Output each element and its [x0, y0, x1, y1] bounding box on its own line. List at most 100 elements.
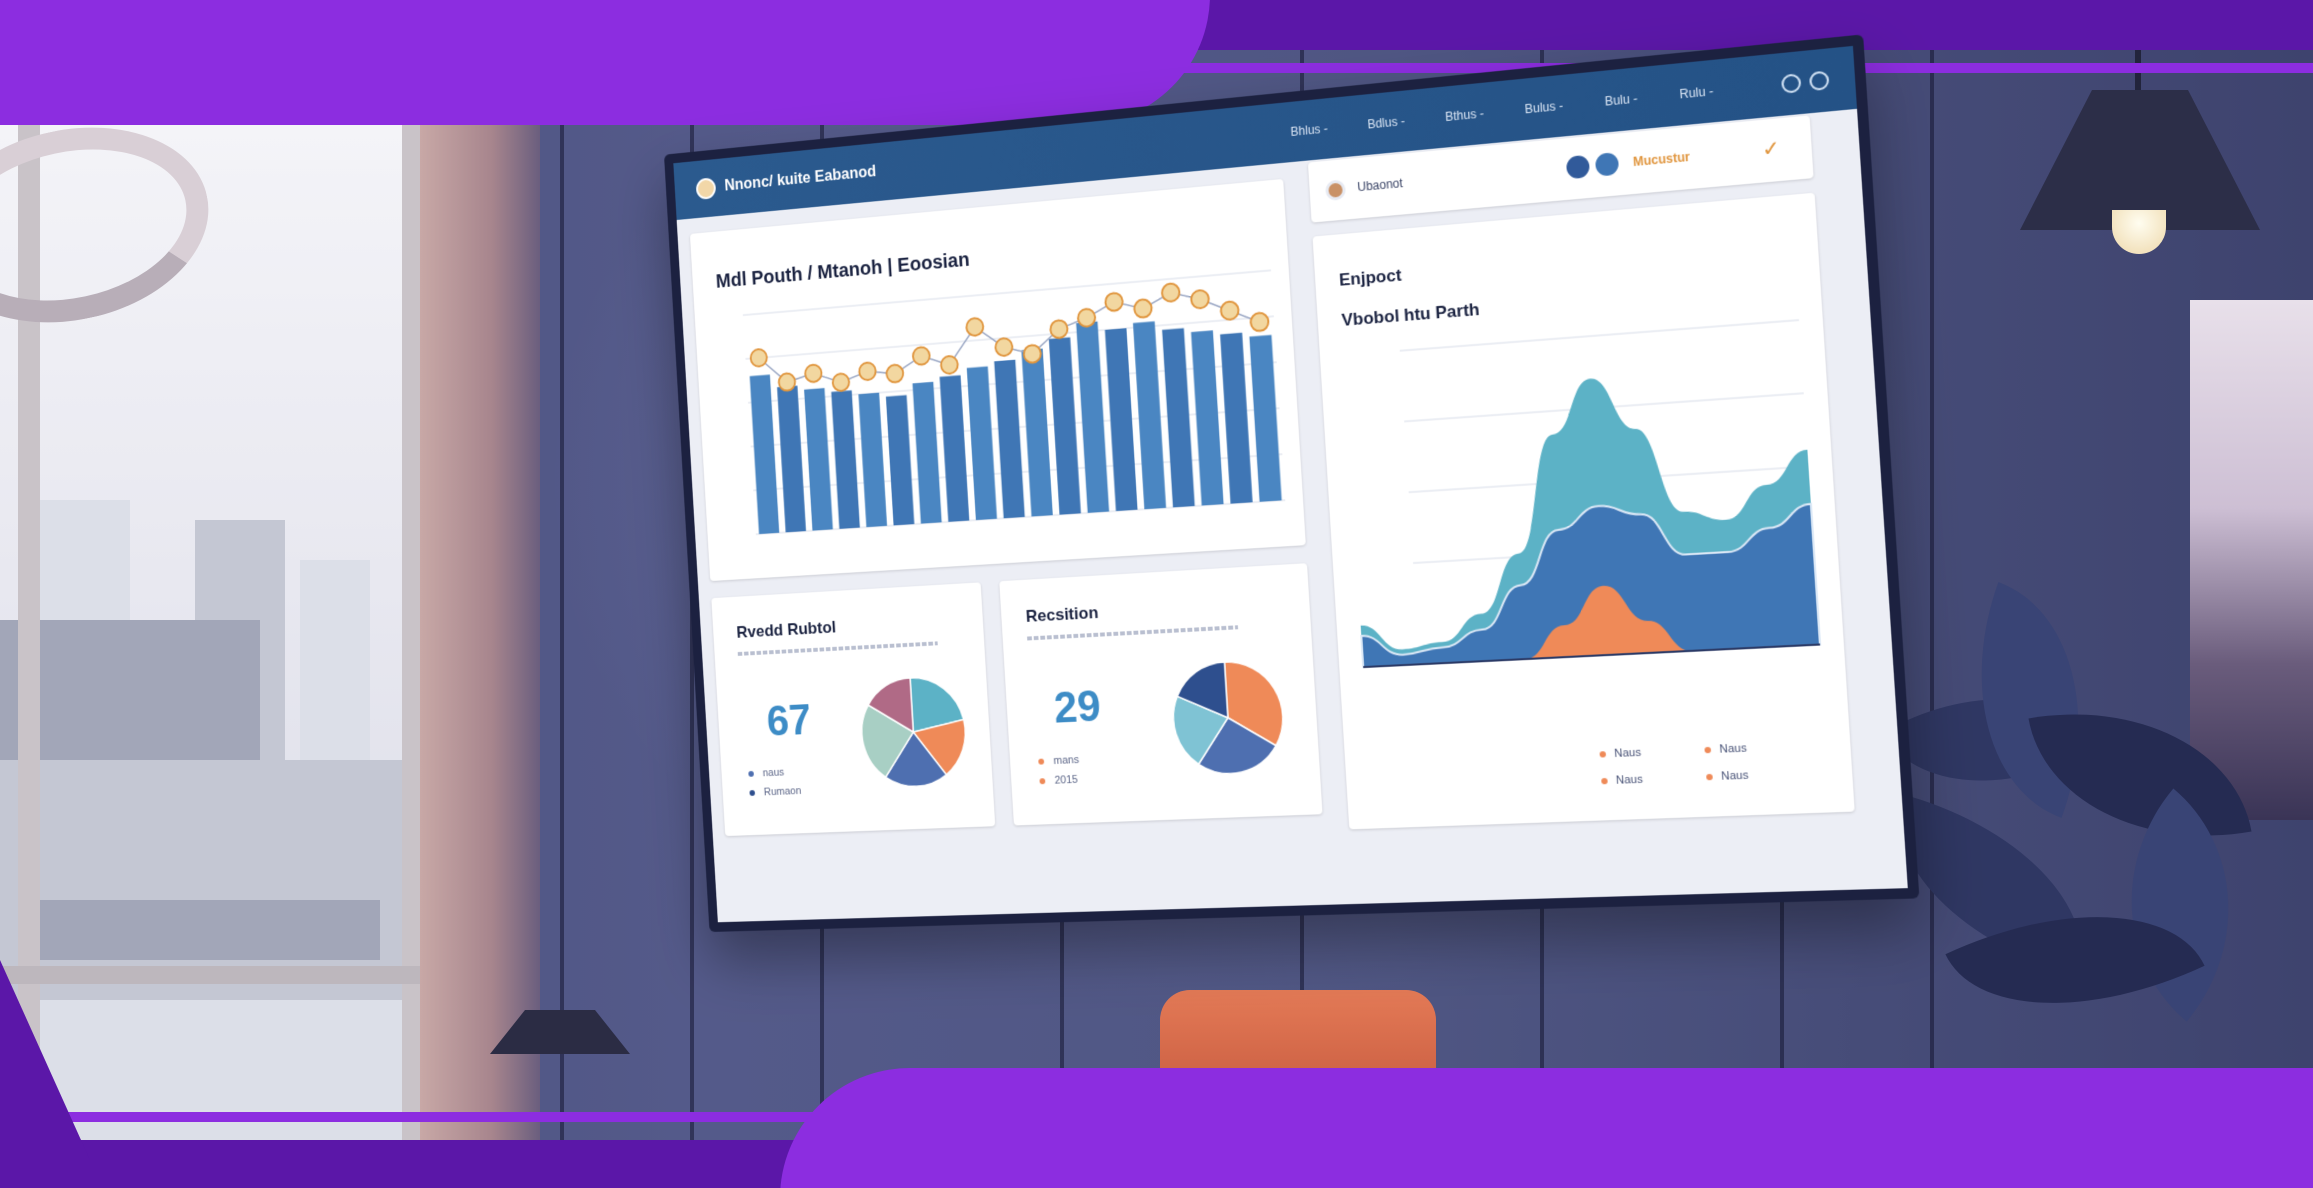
legend-dot: [1599, 751, 1606, 757]
bar: [1162, 328, 1195, 507]
legend-item: 2015: [1039, 774, 1078, 787]
stat-value: 29: [1053, 682, 1102, 733]
data-marker: [995, 338, 1013, 357]
data-marker: [886, 364, 904, 383]
check-icon[interactable]: ✓: [1761, 135, 1781, 163]
pie-chart: [855, 671, 972, 792]
bar: [967, 366, 997, 520]
legend-label: Rumaon: [764, 785, 802, 798]
grid-line: [1400, 320, 1799, 351]
legend-item: mans: [1038, 754, 1079, 767]
nav-item[interactable]: Bdlus -: [1367, 114, 1405, 132]
nav-item[interactable]: Bulu -: [1604, 91, 1638, 109]
bar: [1133, 321, 1166, 509]
data-marker: [778, 373, 795, 391]
pendant-lamp: [2020, 90, 2260, 230]
header-actions: [1781, 70, 1830, 93]
bar: [1105, 328, 1138, 511]
window-frame: [0, 966, 420, 984]
circle-icon[interactable]: [1595, 152, 1619, 177]
legend-dot: [1706, 774, 1713, 780]
legend-item: Naus: [1601, 773, 1643, 787]
data-marker: [1220, 301, 1239, 320]
area-chart: [1329, 298, 1835, 698]
bar: [912, 382, 941, 524]
wall-display: Nnonc/ kuite Eabanod Bhlus - Bdlus - Bth…: [664, 34, 1919, 932]
legend-item: Rumaon: [749, 785, 801, 799]
circle-icon[interactable]: [1566, 155, 1590, 180]
stat-title: Recsition: [1025, 603, 1099, 627]
legend-label: Naus: [1721, 769, 1749, 783]
circle-icon[interactable]: [1809, 70, 1830, 91]
bar-chart-card: Mdl Pouth / Mtanoh | Eoosian: [690, 179, 1306, 581]
curtain: [420, 120, 540, 1140]
nav-item[interactable]: Bhlus -: [1290, 121, 1328, 139]
area-chart-card: Enjpoct Vbobol htu Parth Naus Naus Naus …: [1313, 193, 1855, 830]
data-marker: [832, 373, 849, 392]
legend-item: Naus: [1704, 742, 1747, 756]
circle-icon[interactable]: [1781, 73, 1802, 94]
legend-dot: [749, 790, 755, 796]
legend-dot: [1039, 778, 1045, 784]
legend-dot: [1704, 747, 1711, 753]
frame-blob-top-left: [0, 0, 1210, 125]
stat-card-left: Rvedd Rubtol 67 naus Rumaon: [711, 582, 995, 836]
nav-item[interactable]: Rulu -: [1679, 84, 1714, 102]
bar: [1076, 321, 1109, 512]
wall-panel-seam: [1930, 40, 1934, 1148]
data-marker: [1191, 290, 1210, 309]
bar: [1049, 337, 1081, 514]
legend-label: 2015: [1054, 774, 1078, 787]
lamp-bulb: [2112, 210, 2166, 254]
stat-subtitle: [1027, 625, 1238, 640]
user-name: Ubaonot: [1357, 176, 1403, 194]
bar-chart: [706, 250, 1293, 575]
building: [0, 760, 420, 1000]
stat-title: Rvedd Rubtol: [736, 618, 837, 643]
bar: [804, 388, 833, 531]
bar: [1191, 330, 1224, 505]
bar: [994, 360, 1025, 519]
legend-item: Naus: [1706, 769, 1749, 783]
data-marker: [1250, 312, 1269, 331]
pie-chart: [1166, 655, 1290, 780]
logo-icon: [696, 177, 717, 200]
frame-blob-bottom-right: [780, 1068, 2313, 1188]
data-marker: [1023, 344, 1041, 363]
data-marker: [1161, 283, 1179, 302]
legend-label: mans: [1053, 754, 1079, 767]
nav-item[interactable]: Bthus -: [1445, 106, 1485, 124]
legend-label: Naus: [1616, 773, 1644, 786]
avatar[interactable]: [1325, 179, 1346, 201]
wall-art: [2190, 300, 2313, 820]
data-marker: [1105, 292, 1123, 311]
legend-dot: [1601, 778, 1608, 784]
bar: [886, 395, 914, 525]
bar: [940, 375, 970, 522]
bar: [1249, 335, 1281, 502]
stat-value: 67: [766, 696, 813, 746]
stat-subtitle: [738, 641, 938, 656]
data-marker: [941, 355, 959, 374]
area-chart-title: Enjpoct: [1339, 265, 1403, 290]
legend-dot: [1038, 759, 1044, 765]
wall-panel-seam: [560, 40, 564, 1148]
legend-label: Naus: [1614, 747, 1642, 760]
data-marker: [966, 317, 984, 336]
status-badge: Mucustur: [1633, 150, 1691, 170]
legend-item: naus: [748, 767, 784, 780]
brand[interactable]: Nnonc/ kuite Eabanod: [696, 162, 877, 200]
data-marker: [859, 362, 876, 381]
data-marker: [1077, 308, 1095, 327]
bar: [1220, 333, 1252, 504]
brand-name: Nnonc/ kuite Eabanod: [724, 163, 877, 195]
data-marker: [750, 349, 767, 367]
bar: [858, 393, 887, 527]
legend-label: naus: [762, 767, 784, 779]
legend-dot: [748, 771, 754, 777]
nav-item[interactable]: Bulus -: [1524, 98, 1563, 116]
frame-stripe-bottom: [0, 1112, 820, 1122]
data-marker: [805, 364, 822, 383]
bar: [750, 375, 780, 534]
bar: [831, 390, 860, 529]
